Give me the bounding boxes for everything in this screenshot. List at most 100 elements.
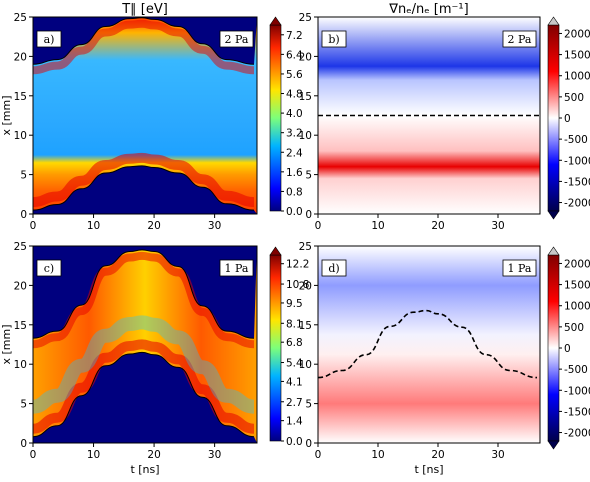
- colorbar-tick-label: 0: [564, 343, 571, 355]
- y-tick-label: 10: [299, 359, 312, 371]
- hot-band-upper: [33, 251, 255, 349]
- y-axis-label: x [mm]: [0, 324, 13, 364]
- electrode-region-upper: [33, 246, 257, 339]
- colorbar-tick-label: 2.4: [286, 147, 303, 159]
- colorbar: 0.0 1.4 2.7 4.1 5.4 6.8 8.1 9.5 10.8 12.2: [269, 246, 309, 448]
- colorbar-tick-label: 2000: [564, 28, 590, 40]
- y-tick-label: 20: [299, 51, 312, 63]
- y-tick-label: 5: [20, 170, 27, 182]
- pressure-label-text: 1 Pa: [508, 262, 532, 275]
- pressure-label-text: 2 Pa: [508, 33, 532, 46]
- colorbar-extend-top: [269, 16, 282, 26]
- colorbar-tick-label: 4.0: [286, 108, 303, 120]
- colorbar-tick-label: 10.8: [286, 279, 309, 291]
- y-tick-label: 20: [299, 280, 312, 292]
- colorbar-extend-top: [547, 16, 560, 26]
- colorbar-tick-label: 6.8: [286, 337, 303, 349]
- x-axis-label: t [ns]: [130, 463, 159, 476]
- colorbar: 2000 1500 1000 500 0 -500 -1000 -1500 -2000: [547, 246, 590, 450]
- pressure-label: 2 Pa: [502, 30, 537, 48]
- y-tick-label: 15: [299, 91, 312, 103]
- colorbar-tick-label: 7.2: [286, 30, 303, 42]
- panel-tag-text: d): [328, 262, 339, 275]
- y-tick-label: 0: [20, 438, 27, 450]
- colorbar-extend-bottom: [547, 440, 560, 450]
- colorbar-tick-label: 500: [564, 92, 584, 104]
- pressure-label-box: [502, 30, 537, 48]
- colorbar-tick-label: -500: [564, 364, 588, 376]
- panel-c: 0 10 20 30 0 5 10 15 20 25 x [mm] t [ns] c) 1 Pa 0.0 1.…: [0, 241, 309, 476]
- x-tick-label: 0: [30, 449, 37, 461]
- electrode-region-lower: [33, 352, 257, 443]
- colorbar-tick-label: -1500: [564, 176, 590, 188]
- colorbar-tick-label: 1500: [564, 50, 590, 62]
- axes-frame: [32, 16, 258, 215]
- x-tick-label: 0: [315, 220, 322, 232]
- x-tick-label: 10: [87, 449, 100, 461]
- sheath-edge-upper-curve: [32, 17, 255, 65]
- panel-d: 0 10 20 30 0 5 10 15 20 25 t [ns] d) 1 Pa 2000 1500 100…: [299, 241, 590, 476]
- colorbar-tick-label: 2.7: [286, 397, 303, 409]
- hot-band-upper: [33, 19, 255, 75]
- colorbar-tick-label: 4.1: [286, 376, 303, 388]
- colorbar-extend-bottom: [547, 210, 560, 220]
- colorbar-tick-label: 0: [564, 113, 571, 125]
- electrode-region-lower: [33, 165, 257, 214]
- x-tick-label: 30: [491, 220, 504, 232]
- colorbar-tick-label: 4.8: [286, 89, 303, 101]
- pressure-label: 1 Pa: [502, 259, 537, 277]
- panel-tag: a): [36, 30, 62, 48]
- x-tick-label: 20: [431, 449, 444, 461]
- x-axis-label: t [ns]: [414, 463, 443, 476]
- colorbar-tick-label: 5.4: [286, 358, 303, 370]
- colorbar: 0.0 0.8 1.6 2.4 3.2 4.0 4.8 5.6 6.4 7.2: [269, 16, 303, 218]
- pressure-label-box: [502, 259, 537, 277]
- y-tick-label: 0: [305, 209, 312, 221]
- axes-frame: [317, 245, 541, 444]
- cool-band: [33, 315, 255, 414]
- heatmap-background: [318, 246, 540, 443]
- y-tick-label: 25: [299, 241, 312, 253]
- colorbar-extend-top: [269, 246, 282, 256]
- y-tick-label: 5: [305, 399, 312, 411]
- x-tick-label: 20: [147, 449, 160, 461]
- axes-frame: [317, 16, 541, 215]
- panel-tag-box: [321, 259, 347, 277]
- x-tick-label: 10: [371, 449, 384, 461]
- colorbar-tick-label: -1000: [564, 385, 590, 397]
- hot-band-lower: [33, 339, 255, 434]
- y-tick-label: 10: [14, 359, 27, 371]
- panel-tag-box: [36, 259, 62, 277]
- y-tick-label: 25: [14, 12, 27, 24]
- right-column-title: ∇nₑ/nₑ [m⁻¹]: [388, 2, 468, 17]
- colorbar-tick-label: 1500: [564, 280, 590, 292]
- pressure-label-text: 1 Pa: [225, 262, 249, 275]
- y-axis-label: x [mm]: [0, 95, 13, 135]
- heatmap-field: [318, 246, 540, 443]
- panel-a: 0 10 20 30 0 5 10 15 20 25 x [mm] a) 2 Pa 0.0 0.8 1.6 2.…: [0, 12, 303, 232]
- pressure-label-box: [219, 259, 254, 277]
- y-tick-label: 10: [14, 130, 27, 142]
- colorbar-tick-label: 2000: [564, 258, 590, 270]
- colorbar-tick-label: -500: [564, 134, 588, 146]
- heatmap-field: [33, 17, 257, 214]
- y-tick-label: 0: [20, 209, 27, 221]
- colorbar-extend-top: [547, 246, 560, 256]
- panel-tag-text: c): [44, 262, 54, 275]
- colorbar-tick-label: 1000: [564, 71, 590, 83]
- colorbar-tick-label: 6.4: [286, 49, 303, 61]
- y-tick-label: 15: [14, 320, 27, 332]
- colorbar: 2000 1500 1000 500 0 -500 -1000 -1500 -2000: [547, 16, 590, 220]
- colorbar-tick-label: -1500: [564, 406, 590, 418]
- colorbar-tick-label: 3.2: [286, 128, 303, 140]
- y-tick-label: 20: [14, 280, 27, 292]
- axes-frame: [32, 245, 258, 444]
- y-tick-label: 5: [20, 399, 27, 411]
- y-tick-label: 15: [299, 320, 312, 332]
- x-tick-label: 10: [371, 220, 384, 232]
- panel-b: 0 10 20 30 0 5 10 15 20 25 b) 2 Pa 2000 1500 1000 500 0 -…: [299, 12, 590, 232]
- colorbar-tick-label: 0.0: [286, 436, 303, 448]
- y-tick-label: 10: [299, 130, 312, 142]
- panel-tag-text: a): [44, 33, 55, 46]
- y-tick-label: 25: [299, 12, 312, 24]
